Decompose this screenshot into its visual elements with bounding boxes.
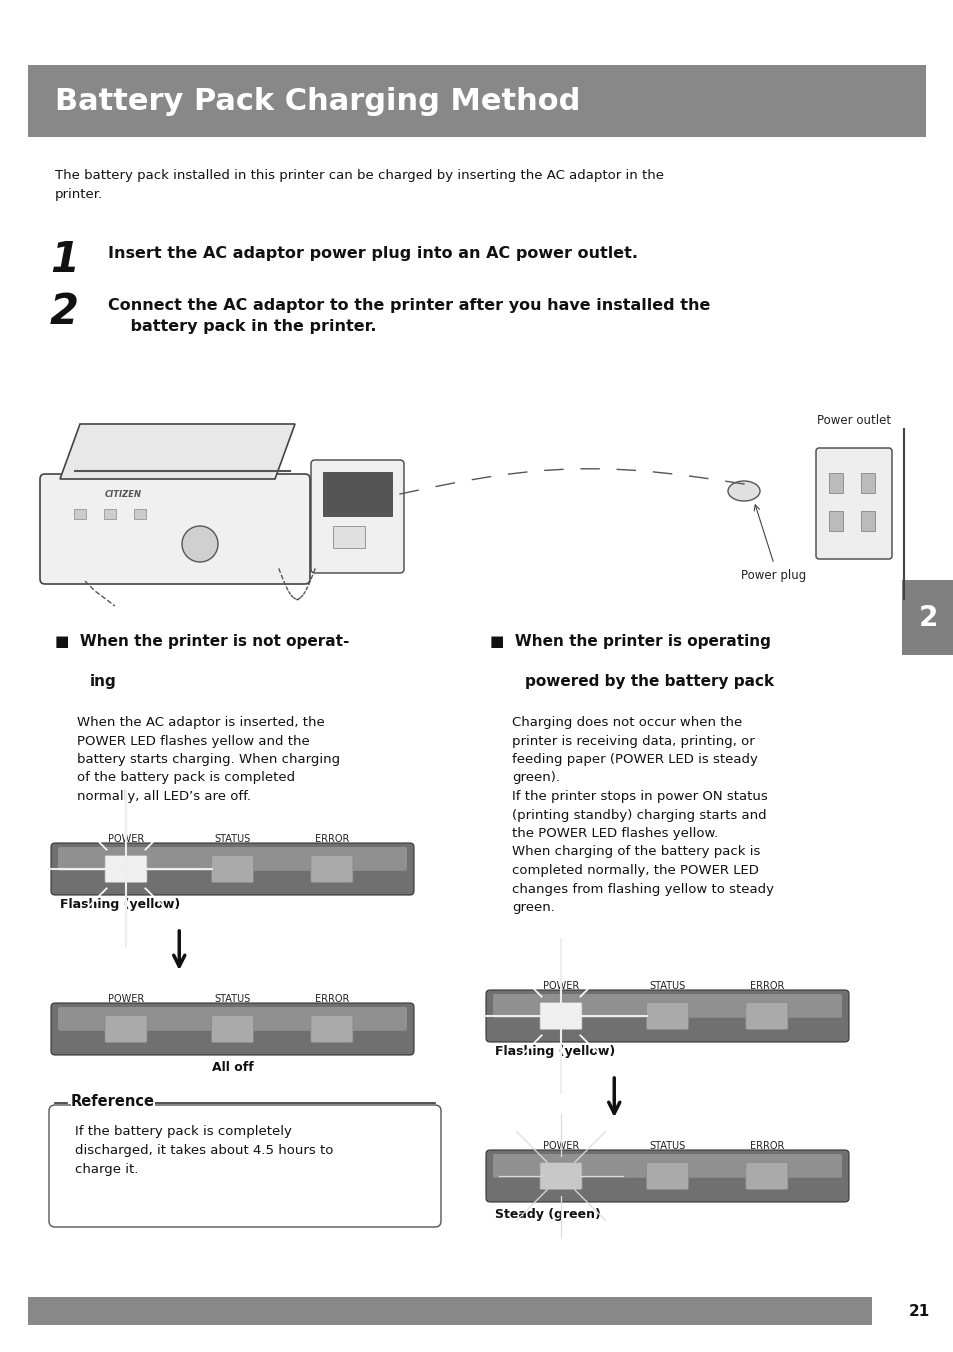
Text: The battery pack installed in this printer can be charged by inserting the AC ad: The battery pack installed in this print… xyxy=(55,169,663,201)
Text: All off: All off xyxy=(212,1061,253,1073)
FancyBboxPatch shape xyxy=(105,1015,147,1042)
FancyBboxPatch shape xyxy=(646,1002,688,1030)
FancyBboxPatch shape xyxy=(58,846,407,871)
FancyBboxPatch shape xyxy=(40,475,310,584)
Text: Steady (green): Steady (green) xyxy=(495,1207,600,1221)
Bar xyxy=(323,472,392,516)
FancyBboxPatch shape xyxy=(311,1015,353,1042)
Circle shape xyxy=(182,526,218,562)
Polygon shape xyxy=(60,425,294,479)
Text: powered by the battery pack: powered by the battery pack xyxy=(524,675,773,690)
Bar xyxy=(333,526,365,548)
Text: POWER: POWER xyxy=(108,994,144,1005)
Text: STATUS: STATUS xyxy=(649,982,685,991)
Text: ERROR: ERROR xyxy=(314,834,349,844)
FancyBboxPatch shape xyxy=(745,1002,787,1030)
Bar xyxy=(104,508,116,519)
Text: Battery Pack Charging Method: Battery Pack Charging Method xyxy=(55,87,579,115)
Text: STATUS: STATUS xyxy=(214,994,251,1005)
FancyBboxPatch shape xyxy=(311,460,403,573)
Text: POWER: POWER xyxy=(108,834,144,844)
Text: POWER: POWER xyxy=(542,1141,578,1151)
FancyBboxPatch shape xyxy=(493,994,841,1018)
Bar xyxy=(28,65,925,137)
Text: When the AC adaptor is inserted, the
POWER LED flashes yellow and the
battery st: When the AC adaptor is inserted, the POW… xyxy=(77,717,340,803)
Bar xyxy=(74,508,86,519)
FancyBboxPatch shape xyxy=(485,1151,848,1202)
Text: Charging does not occur when the
printer is receiving data, printing, or
feeding: Charging does not occur when the printer… xyxy=(512,717,773,914)
Text: ERROR: ERROR xyxy=(314,994,349,1005)
FancyBboxPatch shape xyxy=(539,1002,581,1030)
FancyBboxPatch shape xyxy=(493,1155,841,1178)
Text: ■  When the printer is not operat-: ■ When the printer is not operat- xyxy=(55,634,349,649)
Text: ERROR: ERROR xyxy=(749,982,783,991)
FancyBboxPatch shape xyxy=(646,1163,688,1190)
FancyBboxPatch shape xyxy=(51,1003,414,1055)
Text: CITIZEN: CITIZEN xyxy=(105,489,142,499)
Text: 2: 2 xyxy=(50,291,79,333)
FancyBboxPatch shape xyxy=(815,448,891,558)
FancyBboxPatch shape xyxy=(58,1007,407,1030)
Text: Connect the AC adaptor to the printer after you have installed the
    battery p: Connect the AC adaptor to the printer af… xyxy=(108,297,710,334)
FancyBboxPatch shape xyxy=(49,1105,440,1228)
Bar xyxy=(828,511,842,531)
Bar xyxy=(901,580,953,654)
Text: ERROR: ERROR xyxy=(749,1141,783,1151)
Text: Flashing (yellow): Flashing (yellow) xyxy=(60,898,180,911)
FancyBboxPatch shape xyxy=(105,856,147,883)
Text: Insert the AC adaptor power plug into an AC power outlet.: Insert the AC adaptor power plug into an… xyxy=(108,246,638,261)
FancyBboxPatch shape xyxy=(212,1015,253,1042)
Text: 2: 2 xyxy=(918,603,937,631)
Bar xyxy=(861,473,874,493)
Text: 21: 21 xyxy=(908,1303,929,1318)
Text: STATUS: STATUS xyxy=(649,1141,685,1151)
Text: STATUS: STATUS xyxy=(214,834,251,844)
FancyBboxPatch shape xyxy=(311,856,353,883)
Text: Power plug: Power plug xyxy=(740,569,806,581)
Text: Reference: Reference xyxy=(71,1094,154,1109)
Bar xyxy=(133,508,146,519)
FancyBboxPatch shape xyxy=(485,990,848,1042)
FancyBboxPatch shape xyxy=(51,844,414,895)
Text: ■  When the printer is operating: ■ When the printer is operating xyxy=(490,634,770,649)
Text: ing: ing xyxy=(90,675,116,690)
Text: If the battery pack is completely
discharged, it takes about 4.5 hours to
charge: If the battery pack is completely discha… xyxy=(75,1125,333,1176)
Text: 1: 1 xyxy=(50,239,79,281)
Bar xyxy=(828,473,842,493)
FancyBboxPatch shape xyxy=(745,1163,787,1190)
Ellipse shape xyxy=(727,481,760,502)
Bar xyxy=(28,1297,871,1325)
Text: Power outlet: Power outlet xyxy=(816,414,890,427)
Bar xyxy=(861,511,874,531)
Text: POWER: POWER xyxy=(542,982,578,991)
Text: Flashing (yellow): Flashing (yellow) xyxy=(495,1045,615,1059)
FancyBboxPatch shape xyxy=(212,856,253,883)
FancyBboxPatch shape xyxy=(539,1163,581,1190)
